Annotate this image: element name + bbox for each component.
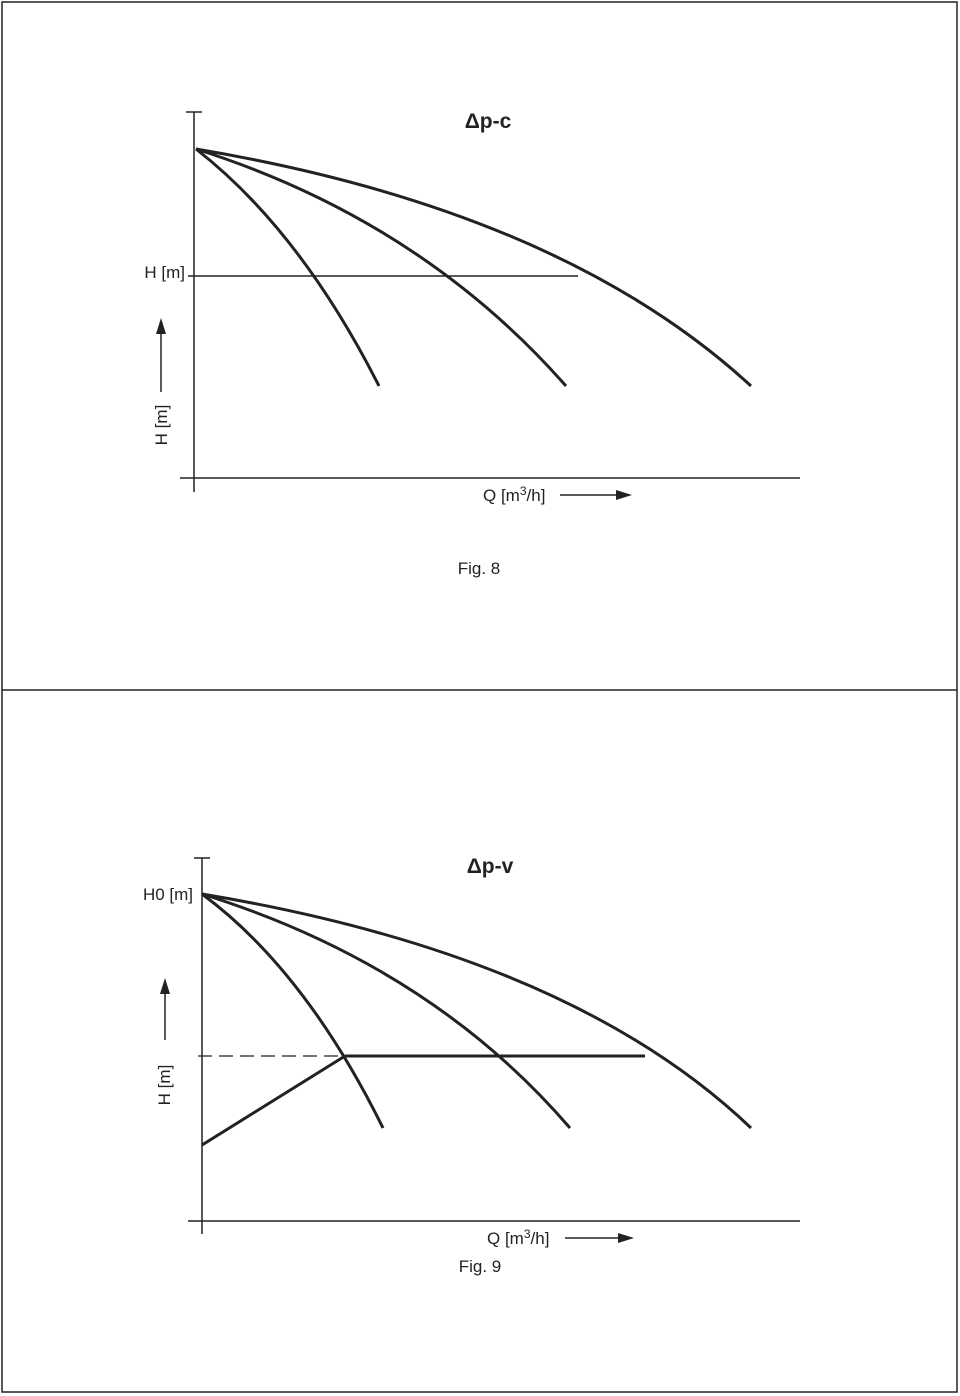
superscript: 3 [520,484,527,498]
arrow-head [618,1233,634,1243]
arrow-head [160,978,170,994]
title: Δp-v [467,855,514,878]
h-label: H [m] [144,263,185,282]
curve [195,147,568,387]
curve [201,892,385,1129]
superscript: 3 [524,1227,531,1241]
figure-8: Δp-c H [m] H [m] Q [m3/h] Fig. 8 [144,110,800,578]
curve [195,147,753,388]
arrow-head [156,318,166,334]
caption: Fig. 8 [458,559,501,578]
label-part: Q [m [483,486,520,505]
y-axis-label: H [m] [152,405,171,446]
title: Δp-c [465,110,512,133]
curve [195,147,381,387]
label-part: /h] [527,486,546,505]
arrow-head [616,490,632,500]
x-axis-label: Q [m3/h] [487,1227,549,1248]
curve [201,892,753,1130]
x-axis-label: Q [m3/h] [483,484,545,505]
label-part: Q [m [487,1229,524,1248]
h-label: H0 [m] [143,885,193,904]
y-axis-label: H [m] [155,1065,174,1106]
figure-9: Δp-v H0 [m] H [m] Q [m3/h] Fig. 9 [143,855,800,1276]
curve [201,892,572,1129]
caption: Fig. 9 [459,1257,502,1276]
label-part: /h] [531,1229,550,1248]
ramp-line [201,1054,346,1147]
